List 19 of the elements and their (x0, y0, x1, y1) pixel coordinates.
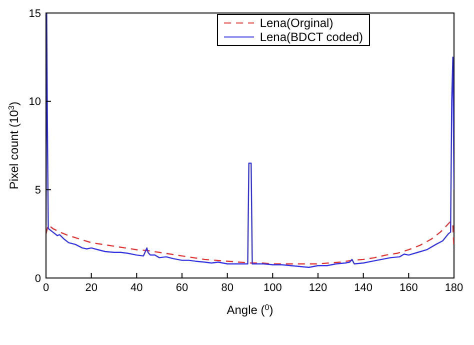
y-tick-label: 0 (34, 272, 41, 285)
y-tick-label: 15 (28, 8, 41, 20)
x-tick-label: 20 (85, 282, 98, 294)
x-tick-label: 80 (221, 282, 234, 294)
legend-label: Lena(BDCT coded) (260, 30, 363, 44)
x-tick-label: 40 (130, 282, 143, 294)
x-tick-label: 100 (263, 282, 282, 294)
x-tick-label: 120 (308, 282, 328, 294)
x-tick-label: 140 (354, 282, 373, 294)
line-series (46, 13, 454, 268)
y-tick-label: 5 (34, 184, 41, 197)
legend-label: Lena(Orginal) (260, 16, 334, 30)
x-axis-title: Angle ($^{0}$) (226, 302, 274, 317)
x-tick-label: 160 (399, 282, 418, 294)
x-tick-label: 180 (444, 282, 464, 294)
y-tick-label: 10 (28, 96, 41, 108)
x-tick-label: 60 (176, 282, 188, 294)
line-series (46, 220, 454, 264)
x-tick-label: 0 (42, 282, 50, 294)
